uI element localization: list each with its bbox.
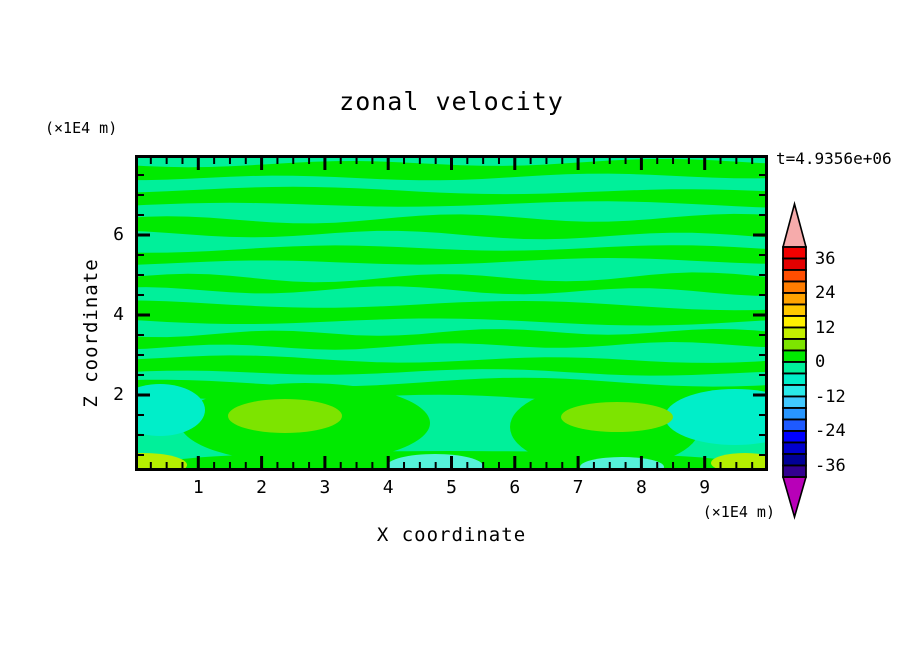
field-stripe (137, 186, 766, 208)
field-feature-cyan (580, 457, 664, 469)
field-feature-chartreuse (561, 402, 673, 432)
x-tick-label: 5 (446, 477, 457, 498)
colorbar-label: 12 (815, 317, 836, 338)
colorbar-label: -12 (815, 386, 846, 407)
x-tick-label: 2 (256, 477, 268, 498)
colorbar-segment (782, 315, 807, 329)
colorbar-segment (782, 418, 807, 432)
plot-frame (135, 155, 768, 471)
colorbar-segment (782, 326, 807, 340)
x-tick-label: 3 (319, 477, 331, 498)
colorbar-segment (782, 395, 807, 409)
field-feature-cyan (387, 454, 483, 469)
colorbar-segment (782, 292, 807, 306)
colorbar-under-arrow (781, 476, 808, 520)
colorbar-label: 24 (815, 283, 836, 303)
colorbar-label: 36 (815, 248, 836, 269)
x-axis-label: X coordinate (376, 524, 527, 546)
field-feature-turquoise (137, 384, 205, 436)
field-stripe (137, 272, 766, 296)
tick-marks (137, 157, 766, 469)
colorbar-segment (782, 464, 807, 478)
x-tick-label: 4 (382, 477, 394, 498)
plot-title: zonal velocity (339, 87, 564, 116)
field-stripe (137, 355, 766, 376)
field-stripe (137, 300, 766, 326)
colorbar-segment (782, 441, 807, 455)
field-feature-yellow_green (137, 453, 187, 469)
colorbar-segment (782, 269, 807, 283)
colorbar-segment (782, 257, 807, 271)
field-feature-chartreuse (228, 399, 342, 433)
time-annotation: t=4.9356e+06 (776, 149, 892, 168)
colorbar-label: -36 (815, 455, 846, 476)
colorbar-segment (782, 280, 807, 294)
y-tick-label: 4 (113, 304, 124, 325)
colorbar-segment (782, 384, 807, 398)
x-tick-label: 9 (699, 477, 711, 498)
colorbar-segment (782, 361, 807, 375)
colorbar-segment (782, 349, 807, 363)
x-tick-label: 8 (635, 477, 647, 498)
colorbar-segment (782, 407, 807, 421)
colorbar-segment (782, 453, 807, 467)
x-axis-unit: (×1E4 m) (702, 503, 775, 521)
x-tick-label: 7 (572, 477, 584, 498)
y-tick-label: 2 (113, 384, 124, 405)
field-stripe (137, 213, 766, 240)
field-stripe (137, 245, 766, 265)
x-tick-label: 6 (509, 477, 521, 498)
colorbar-label: -24 (815, 421, 846, 441)
field-stripe (137, 329, 766, 350)
colorbar-segment (782, 372, 807, 386)
colorbar-segment (782, 246, 807, 260)
field-feature-turquoise (665, 389, 766, 445)
colorbar-segment (782, 303, 807, 317)
colorbar-segment (782, 338, 807, 352)
field-group (137, 157, 766, 469)
y-axis-unit: (×1E4 m) (45, 119, 118, 137)
colorbar-over-arrow (781, 200, 808, 248)
contour-plot (135, 155, 768, 471)
y-tick-label: 6 (113, 224, 124, 245)
colorbar (781, 200, 808, 520)
x-tick-label: 1 (192, 477, 204, 498)
colorbar-label: 0 (815, 352, 826, 372)
colorbar-segment (782, 430, 807, 444)
